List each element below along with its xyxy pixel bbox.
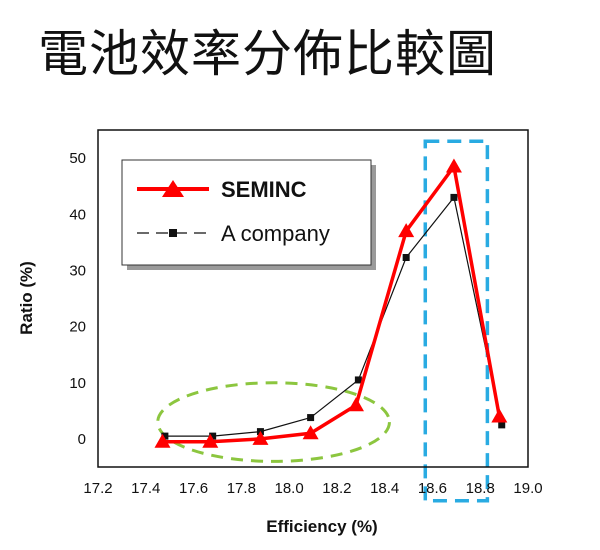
y-tick-label: 0 [78, 431, 86, 448]
legend-label-a-company: A company [221, 221, 330, 246]
legend-box [121, 159, 372, 266]
highlight-rectangle [423, 139, 490, 503]
series-line-seminc [162, 164, 502, 444]
x-tick-label: 18.2 [322, 480, 351, 497]
page-title: 電池效率分佈比較圖 [38, 25, 497, 83]
a-company-point [498, 421, 506, 429]
x-tick-label: 18.8 [466, 480, 495, 497]
legend-marker-square [169, 229, 177, 237]
series-layer [154, 158, 508, 448]
x-tick-label: 18.0 [275, 480, 304, 497]
seminc-point [202, 433, 219, 448]
seminc-point [398, 223, 415, 238]
y-tick-label: 30 [69, 262, 86, 279]
x-tick-labels: 17.2 17.4 17.6 17.8 18.0 18.2 18.4 18.6 18.8 19.0 [83, 480, 542, 497]
x-tick-label: 17.8 [227, 480, 256, 497]
plot-frame [97, 129, 529, 468]
y-tick-label: 20 [69, 319, 86, 336]
legend-marker-triangle [162, 180, 184, 197]
seminc-point [154, 433, 171, 448]
legend-label-seminc: SEMINC [221, 177, 307, 202]
a-company-point [402, 253, 410, 261]
x-tick-label: 17.2 [83, 480, 112, 497]
a-company-point [307, 414, 315, 422]
highlight-ellipse [156, 381, 391, 463]
y-tick-label: 50 [69, 150, 86, 167]
y-tick-label: 40 [69, 206, 86, 223]
x-tick-label: 17.6 [179, 480, 208, 497]
x-tick-label: 17.4 [131, 480, 160, 497]
x-tick-label: 18.4 [370, 480, 399, 497]
y-tick-label: 10 [69, 375, 86, 392]
y-axis-label: Ratio (%) [17, 261, 36, 335]
y-tick-labels: 0 10 20 30 40 50 [69, 150, 86, 448]
a-company-point [450, 193, 458, 201]
a-company-point [161, 432, 169, 440]
x-tick-label: 18.6 [418, 480, 447, 497]
seminc-point [252, 430, 269, 445]
seminc-point [491, 408, 508, 423]
series-line-a-company [164, 196, 503, 437]
a-company-point [354, 376, 362, 384]
seminc-point [348, 397, 364, 412]
legend: SEMINC A company [121, 159, 376, 270]
a-company-point [209, 432, 217, 440]
x-axis-label: Efficiency (%) [266, 517, 377, 536]
x-tick-label: 19.0 [513, 480, 542, 497]
seminc-point [445, 158, 462, 173]
annotation-layer [156, 139, 490, 503]
seminc-point [302, 425, 319, 440]
